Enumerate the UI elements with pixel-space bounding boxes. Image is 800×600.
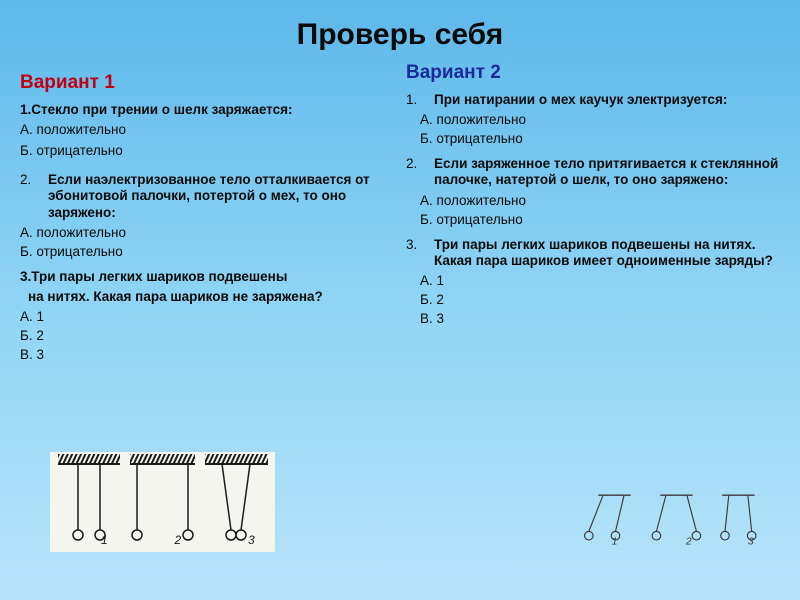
v1-q3a: 3.Три пары легких шариков подвешены <box>20 269 394 285</box>
v2-a3b: Б. 2 <box>406 292 780 307</box>
v2-q2-num: 2. <box>406 156 424 171</box>
diagram-right: 1 2 3 <box>565 488 765 550</box>
svg-text:1: 1 <box>101 533 108 547</box>
v2-title: Вариант 2 <box>406 62 780 84</box>
v2-q3: Три пары легких шариков подвешены на нит… <box>424 237 780 269</box>
svg-text:2: 2 <box>685 537 692 548</box>
v2-a3c: В. 3 <box>406 311 780 326</box>
page-title: Проверь себя <box>0 0 800 52</box>
v1-title: Вариант 1 <box>20 72 394 94</box>
diagram-left: 1 2 3 <box>50 452 275 552</box>
v2-a1b: Б. отрицательно <box>406 131 780 146</box>
v2-a1a: А. положительно <box>406 112 780 127</box>
v1-a3b: Б. 2 <box>20 328 394 343</box>
svg-text:1: 1 <box>612 537 618 548</box>
svg-text:3: 3 <box>748 537 754 548</box>
variant-2: Вариант 2 1. При натирании о мех каучук … <box>400 62 786 372</box>
v1-a2a: А. положительно <box>20 225 394 240</box>
v2-a3a: А. 1 <box>406 273 780 288</box>
v1-a3c: В. 3 <box>20 347 394 362</box>
v2-q1: При натирании о мех каучук электризуется… <box>424 92 727 108</box>
v2-q2: Если заряженное тело притягивается к сте… <box>424 156 780 188</box>
v1-q2-num: 2. <box>20 172 38 187</box>
v1-a3a: А. 1 <box>20 309 394 324</box>
v1-q1: 1.Стекло при трении о шелк заряжается: <box>20 102 394 118</box>
columns: Вариант 1 1.Стекло при трении о шелк зар… <box>0 52 800 372</box>
v2-a2b: Б. отрицательно <box>406 212 780 227</box>
v1-a1b: Б. отрицательно <box>20 143 394 158</box>
v2-a2a: А. положительно <box>406 193 780 208</box>
v1-q2: Если наэлектризованное тело отталкиваетс… <box>38 172 394 221</box>
v2-q3-num: 3. <box>406 237 424 252</box>
v2-q1-num: 1. <box>406 92 424 107</box>
svg-text:2: 2 <box>174 533 182 547</box>
v1-q3b: на нитях. Какая пара шариков не заряжена… <box>20 289 394 305</box>
v1-a2b: Б. отрицательно <box>20 244 394 259</box>
variant-1: Вариант 1 1.Стекло при трении о шелк зар… <box>14 62 400 372</box>
svg-text:3: 3 <box>248 533 255 547</box>
v1-a1a: А. положительно <box>20 122 394 137</box>
